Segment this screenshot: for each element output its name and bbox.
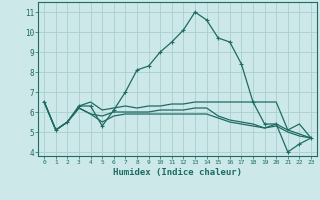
X-axis label: Humidex (Indice chaleur): Humidex (Indice chaleur) [113,168,242,177]
